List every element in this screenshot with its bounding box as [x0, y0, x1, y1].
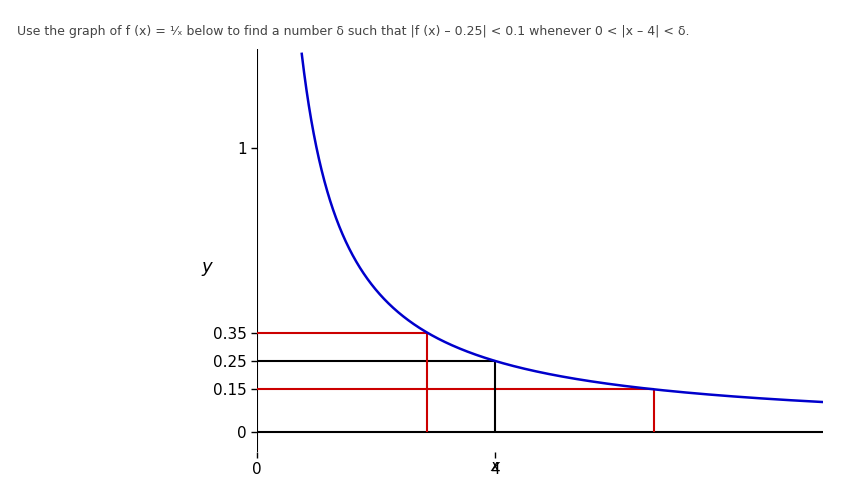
- Text: y: y: [201, 258, 212, 276]
- Text: Use the graph of f (x) = ¹⁄ₓ below to find a number δ such that |f (x) – 0.25| <: Use the graph of f (x) = ¹⁄ₓ below to fi…: [17, 25, 690, 37]
- Text: x: x: [491, 459, 500, 474]
